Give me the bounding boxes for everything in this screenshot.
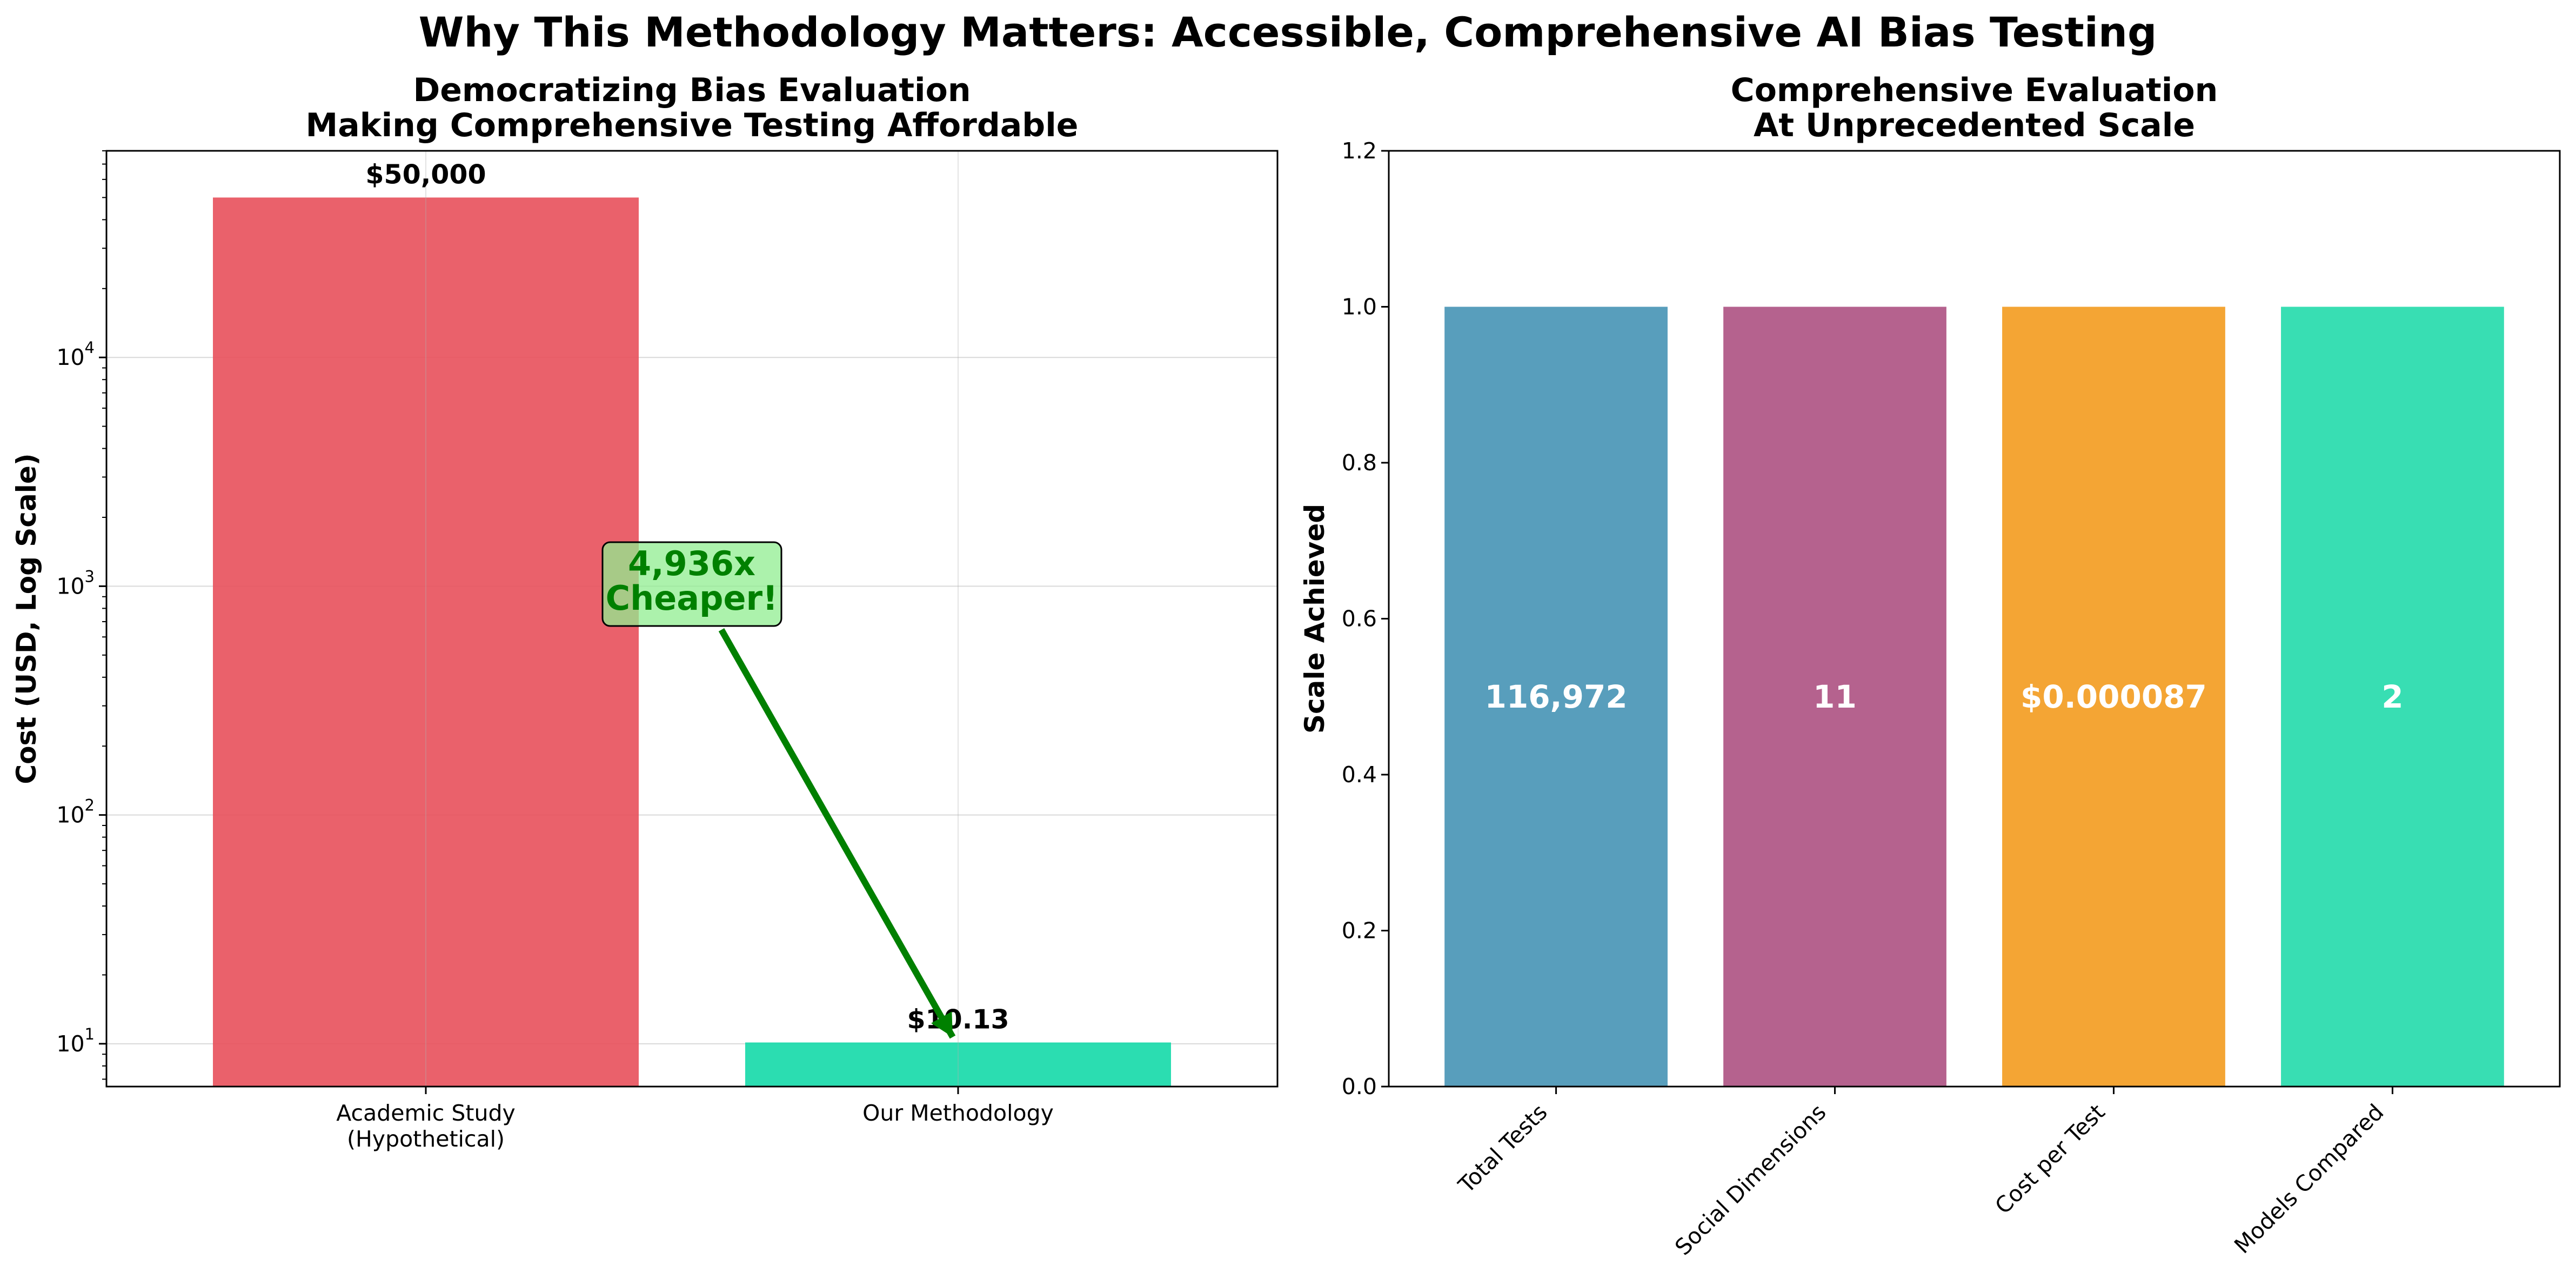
text-line: Cheaper! <box>606 578 778 618</box>
annotation-box <box>601 541 782 627</box>
left-y-tick-label: 104 <box>56 338 95 370</box>
left-bar-value-label: $10.13 <box>907 1004 1009 1035</box>
right-y-tick-label: 0.6 <box>1342 606 1377 632</box>
right-y-tick-label: 1.2 <box>1342 138 1377 164</box>
right-bar-3 <box>2281 307 2504 1087</box>
right-bars <box>1444 307 2504 1087</box>
left-bar-1 <box>745 1042 1171 1087</box>
text-line: Academic Study <box>336 1100 516 1126</box>
left-y-tick-label: 101 <box>56 1025 95 1057</box>
left-x-tick-label: Our Methodology <box>862 1100 1054 1126</box>
right-y-tick-label: 0.4 <box>1342 762 1377 788</box>
left-y-tick-label: 102 <box>56 796 95 828</box>
left-y-axis-label: Cost (USD, Log Scale) <box>11 453 42 784</box>
right-bar-2 <box>2002 307 2225 1087</box>
text-line: 4,936x <box>628 544 755 583</box>
left-x-tick-label: Academic Study (Hypothetical) <box>336 1100 516 1152</box>
tick-exponent: 2 <box>85 796 95 815</box>
right-y-tick-label: 0.2 <box>1342 918 1377 944</box>
scale-chart: 0.0 0.2 0.4 0.6 0.8 1.0 1.2 Total Tests Social D… <box>1299 71 2561 1260</box>
cheaper-annotation: 4,936x Cheaper! <box>601 541 956 1039</box>
left-bars <box>213 197 1171 1087</box>
right-bar-0 <box>1444 307 1668 1087</box>
tick-exponent: 4 <box>85 338 95 357</box>
right-bar-value-label: 11 <box>1813 678 1857 715</box>
tick-base: 10 <box>56 1031 84 1057</box>
right-bar-value-labels: 116,972 11 $0.000087 2 <box>1484 678 2403 715</box>
left-bar-value-label: $50,000 <box>365 159 486 190</box>
left-vertical-gridlines <box>425 151 959 1087</box>
figure-title: Why This Methodology Matters: Accessible… <box>419 8 2157 56</box>
tick-exponent: 3 <box>85 567 95 585</box>
text-line: (Hypothetical) <box>347 1126 505 1152</box>
text-line: Our Methodology <box>862 1100 1054 1126</box>
annotation-arrowhead <box>931 1011 953 1037</box>
tick-base: 10 <box>56 802 84 828</box>
text-line: Comprehensive Evaluation <box>1731 71 2218 109</box>
right-x-tick-label: Total Tests <box>1453 1099 1553 1198</box>
right-bar-value-label: $0.000087 <box>2020 678 2207 715</box>
left-y-tick-label: 103 <box>56 567 95 599</box>
right-bar-1 <box>1723 307 1946 1087</box>
text-line: Democratizing Bias Evaluation <box>413 71 971 109</box>
left-chart-title: Democratizing Bias Evaluation Making Comp… <box>306 71 1079 144</box>
tick-exponent: 1 <box>85 1025 95 1043</box>
right-x-tick-label: Social Dimensions <box>1670 1099 1831 1260</box>
text-line: Making Comprehensive Testing Affordable <box>306 106 1079 144</box>
tick-base: 10 <box>56 344 84 370</box>
left-axes-frame <box>105 150 1279 1088</box>
tick-base: 10 <box>56 573 84 599</box>
right-x-tick-label: Models Compared <box>2229 1099 2388 1258</box>
right-y-tick-label: 0.0 <box>1342 1074 1377 1100</box>
annotation-text: 4,936x Cheaper! <box>606 544 778 618</box>
right-bar-value-label: 116,972 <box>1484 678 1627 715</box>
annotation-arrow <box>718 628 956 1039</box>
right-axes-frame <box>1388 150 2561 1088</box>
right-x-tick-label: Cost per Test <box>1990 1099 2110 1219</box>
left-bar-0 <box>213 197 639 1087</box>
left-bar-value-labels: $50,000 $10.13 <box>365 159 1009 1035</box>
right-y-axis-label: Scale Achieved <box>1299 504 1330 734</box>
right-y-tick-label: 1.0 <box>1342 294 1377 320</box>
right-y-tick-label: 0.8 <box>1342 450 1377 476</box>
right-bar-value-label: 2 <box>2381 678 2403 715</box>
text-line: At Unprecedented Scale <box>1754 106 2195 144</box>
right-chart-title: Comprehensive Evaluation At Unprecedented… <box>1731 71 2218 144</box>
